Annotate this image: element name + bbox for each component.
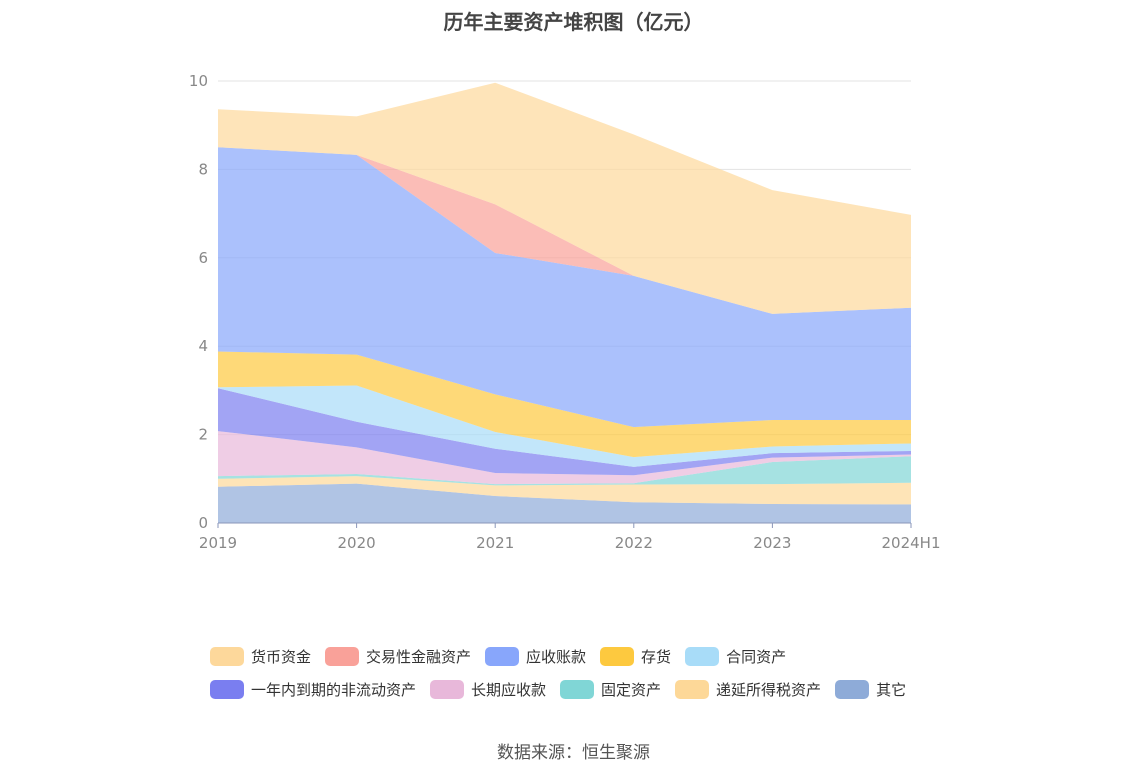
area-合同资产 [218, 385, 911, 467]
y-tick-label: 2 [198, 426, 208, 444]
legend-swatch [685, 647, 720, 666]
legend-item-存货[interactable]: 存货 [600, 646, 671, 667]
legend-label: 应收账款 [526, 648, 587, 666]
legend-item-货币资金[interactable]: 货币资金 [210, 646, 311, 667]
y-tick-label: 4 [198, 337, 208, 355]
legend-item-其它[interactable]: 其它 [835, 679, 906, 700]
y-tick-label: 0 [198, 514, 208, 532]
legend-row-2: 一年内到期的非流动资产 长期应收款 固定资产 递延所得税资产 其它 [210, 673, 970, 706]
area-series-group [218, 82, 911, 523]
area-应收账款 [218, 147, 911, 428]
legend-item-递延所得税资产[interactable]: 递延所得税资产 [675, 679, 821, 700]
x-tick-label: 2022 [615, 534, 653, 552]
y-tick-label: 6 [198, 249, 208, 267]
legend-swatch [600, 647, 635, 666]
legend-row-1: 货币资金 交易性金融资产 应收账款 存货 合同资产 [210, 640, 970, 673]
area-货币资金 [218, 82, 911, 314]
legend-swatch [560, 680, 595, 699]
legend-label: 长期应收款 [471, 681, 547, 699]
x-tick-label: 2020 [338, 534, 376, 552]
legend-swatch [325, 647, 360, 666]
legend-label: 货币资金 [251, 648, 312, 666]
legend-label: 其它 [876, 681, 907, 699]
legend-swatch [210, 647, 244, 666]
legend-swatch [835, 680, 870, 699]
legend-label: 递延所得税资产 [716, 681, 822, 699]
legend: 货币资金 交易性金融资产 应收账款 存货 合同资产 一年内到期的非流动资产 长期… [210, 640, 970, 706]
legend-item-交易性金融资产[interactable]: 交易性金融资产 [325, 646, 471, 667]
legend-item-应收账款[interactable]: 应收账款 [485, 646, 586, 667]
legend-swatch [210, 680, 244, 699]
axes: 0 2 4 6 8 10 2019 2020 2021 2022 2023 2024H1 [189, 72, 941, 552]
legend-swatch [485, 647, 520, 666]
area-递延所得税资产 [218, 476, 911, 505]
legend-item-合同资产[interactable]: 合同资产 [685, 646, 786, 667]
legend-label: 交易性金融资产 [366, 648, 472, 666]
data-source-note: 数据来源：恒生聚源 [497, 743, 650, 763]
x-tick-label: 2019 [199, 534, 237, 552]
y-tick-label: 10 [189, 72, 208, 90]
legend-item-一年内到期的非流动资产[interactable]: 一年内到期的非流动资产 [210, 679, 416, 700]
legend-label: 一年内到期的非流动资产 [251, 681, 417, 699]
x-tick-label: 2023 [753, 534, 791, 552]
x-tick-label: 2024H1 [882, 534, 941, 552]
legend-label: 存货 [641, 648, 672, 666]
chart-title: 历年主要资产堆积图（亿元） [443, 10, 704, 34]
area-一年内到期的非流动资产 [218, 388, 911, 476]
x-tick-label: 2021 [476, 534, 514, 552]
legend-swatch [430, 680, 465, 699]
area-存货 [218, 351, 911, 458]
legend-label: 合同资产 [726, 648, 787, 666]
y-tick-label: 8 [198, 160, 208, 178]
legend-label: 固定资产 [601, 681, 662, 699]
area-固定资产 [218, 456, 911, 486]
legend-swatch [675, 680, 710, 699]
legend-item-长期应收款[interactable]: 长期应收款 [430, 679, 546, 700]
legend-item-固定资产[interactable]: 固定资产 [560, 679, 661, 700]
area-其它 [218, 483, 911, 523]
area-长期应收款 [218, 431, 911, 485]
